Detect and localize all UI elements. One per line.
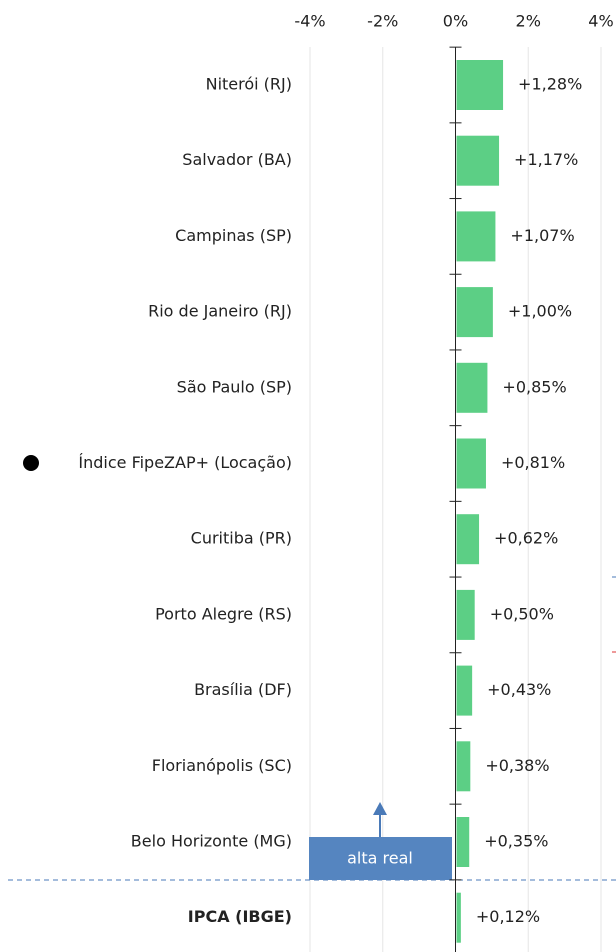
y-tick-label: Salvador (BA) <box>182 150 292 169</box>
y-tick-label: São Paulo (SP) <box>177 377 292 396</box>
y-tick-label: Brasília (DF) <box>194 680 292 699</box>
value-label: +0,38% <box>485 756 549 775</box>
value-label: +1,00% <box>508 302 572 321</box>
value-label: +0,35% <box>484 832 548 851</box>
bar <box>456 438 486 489</box>
value-label: +0,12% <box>476 907 540 926</box>
highlight-dot <box>23 455 39 471</box>
bar <box>456 589 475 640</box>
value-label: +0,62% <box>494 529 558 548</box>
x-tick-label: -4% <box>294 12 325 31</box>
y-tick-label: Rio de Janeiro (RJ) <box>148 302 292 321</box>
x-tick-label: 0% <box>443 12 468 31</box>
y-tick-label: Belo Horizonte (MG) <box>131 832 292 851</box>
y-tick-label: Niterói (RJ) <box>206 75 292 94</box>
value-label: +0,85% <box>502 377 566 396</box>
bar <box>456 287 493 338</box>
annotation-box <box>309 837 452 880</box>
x-tick-label: 4% <box>588 12 613 31</box>
value-label: +0,81% <box>501 453 565 472</box>
value-label: +1,28% <box>518 75 582 94</box>
y-tick-label: Florianópolis (SC) <box>152 756 292 775</box>
x-tick-label: 2% <box>516 12 541 31</box>
bar <box>456 514 480 565</box>
value-label: +1,17% <box>514 150 578 169</box>
x-tick-label: -2% <box>367 12 398 31</box>
y-tick-label: Curitiba (PR) <box>191 529 292 548</box>
y-tick-label: IPCA (IBGE) <box>188 907 292 926</box>
bar <box>456 135 500 186</box>
bar <box>456 817 470 867</box>
bar <box>456 211 496 262</box>
annotation: alta real <box>347 849 413 868</box>
value-label: +0,50% <box>490 604 554 623</box>
bar <box>456 665 473 716</box>
value-label: +0,43% <box>487 680 551 699</box>
bar <box>456 60 504 110</box>
y-tick-label: Campinas (SP) <box>175 226 292 245</box>
value-label: +1,07% <box>510 226 574 245</box>
bar <box>456 741 471 792</box>
y-tick-label: Porto Alegre (RS) <box>155 604 292 623</box>
y-tick-label: Índice FipeZAP+ (Locação) <box>78 453 292 472</box>
bar <box>456 892 461 943</box>
arrow-head <box>373 802 387 815</box>
bar <box>456 362 488 413</box>
